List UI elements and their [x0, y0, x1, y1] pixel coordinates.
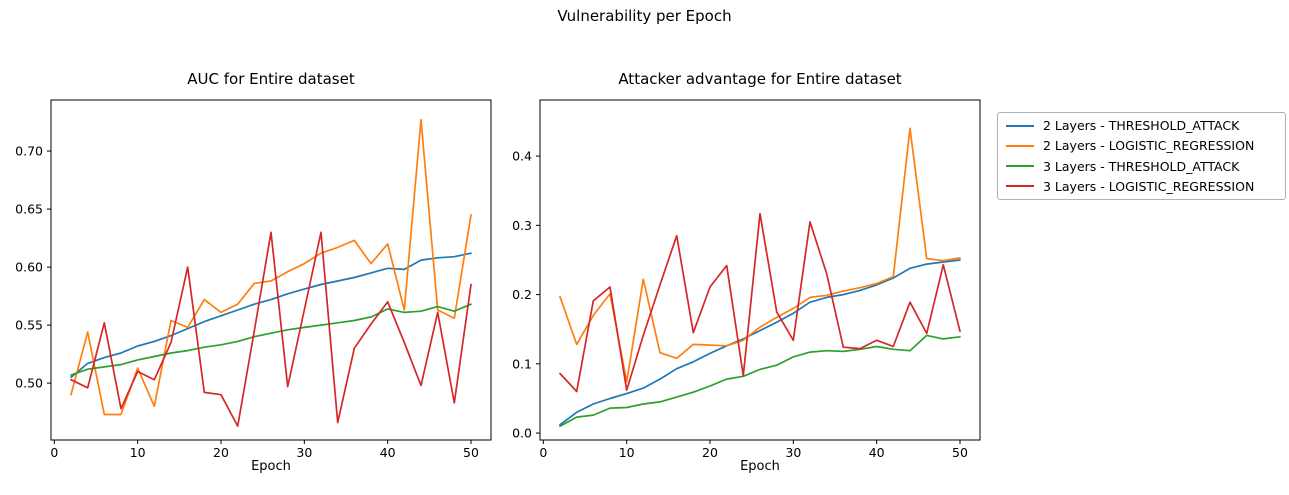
- right-chart-xlabel: Epoch: [740, 459, 780, 474]
- legend-item: 3 Layers - THRESHOLD_ATTACK: [1006, 157, 1277, 176]
- series-line: [70, 231, 472, 427]
- y-tick-label: 0.55: [15, 318, 43, 333]
- y-tick-label: 0.65: [15, 202, 43, 217]
- x-tick-label: 40: [869, 445, 885, 460]
- legend-swatch: [1006, 144, 1034, 147]
- legend-item: 3 Layers - LOGISTIC_REGRESSION: [1006, 177, 1277, 196]
- y-tick-label: 0.1: [512, 356, 532, 371]
- x-tick-label: 50: [952, 445, 968, 460]
- series-line: [70, 252, 472, 379]
- y-tick-label: 0.70: [15, 144, 43, 159]
- y-tick-label: 0.0: [512, 426, 532, 441]
- x-tick-label: 40: [380, 445, 396, 460]
- left-chart-title: AUC for Entire dataset: [187, 70, 355, 88]
- x-tick-label: 30: [296, 445, 312, 460]
- legend-label: 3 Layers - THRESHOLD_ATTACK: [1043, 158, 1240, 174]
- x-tick-label: 30: [785, 445, 801, 460]
- figure-suptitle: Vulnerability per Epoch: [557, 7, 732, 25]
- legend-swatch: [1006, 124, 1034, 127]
- x-tick-label: 0: [50, 445, 58, 460]
- y-tick-label: 0.4: [512, 149, 532, 164]
- legend-item: 2 Layers - LOGISTIC_REGRESSION: [1006, 136, 1277, 155]
- series-line: [559, 334, 961, 428]
- legend-item: 2 Layers - THRESHOLD_ATTACK: [1006, 116, 1277, 135]
- x-tick-label: 20: [702, 445, 718, 460]
- x-tick-label: 50: [463, 445, 479, 460]
- legend: 2 Layers - THRESHOLD_ATTACK 2 Layers - LO…: [997, 112, 1286, 200]
- series-line: [70, 303, 472, 376]
- x-tick-label: 10: [130, 445, 146, 460]
- series-line: [559, 127, 961, 383]
- legend-label: 3 Layers - LOGISTIC_REGRESSION: [1043, 178, 1255, 194]
- legend-swatch: [1006, 165, 1034, 168]
- y-tick-label: 0.50: [15, 376, 43, 391]
- right-chart-title: Attacker advantage for Entire dataset: [618, 70, 902, 88]
- axes-box: [50, 99, 492, 441]
- y-tick-label: 0.60: [15, 260, 43, 275]
- x-tick-label: 20: [213, 445, 229, 460]
- legend-label: 2 Layers - THRESHOLD_ATTACK: [1043, 118, 1240, 134]
- series-line: [559, 259, 961, 426]
- x-tick-label: 10: [619, 445, 635, 460]
- series-line: [70, 118, 472, 416]
- left-chart-xlabel: Epoch: [251, 459, 291, 474]
- y-tick-label: 0.2: [512, 287, 532, 302]
- legend-swatch: [1006, 185, 1034, 188]
- x-tick-label: 0: [539, 445, 547, 460]
- legend-label: 2 Layers - LOGISTIC_REGRESSION: [1043, 138, 1255, 154]
- axes-box: [539, 99, 981, 441]
- y-tick-label: 0.3: [512, 218, 532, 233]
- series-line: [559, 212, 961, 393]
